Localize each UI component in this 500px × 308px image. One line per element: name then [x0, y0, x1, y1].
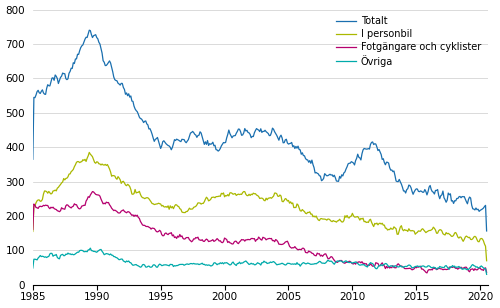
- I personbil: [476, 240, 482, 244]
- I personbil: [366, 218, 372, 222]
- Line: Totalt: Totalt: [33, 30, 486, 231]
- Fotgängare och cyklister: [120, 208, 126, 212]
- Totalt: [476, 209, 482, 213]
- I personbil: [468, 238, 474, 241]
- I personbil: [120, 180, 126, 183]
- Line: Fotgängare och cyklister: Fotgängare och cyklister: [33, 192, 486, 273]
- Totalt: [468, 203, 474, 207]
- Fotgängare och cyklister: [470, 267, 476, 271]
- Fotgängare och cyklister: [484, 270, 490, 274]
- Totalt: [120, 86, 126, 89]
- I personbil: [297, 209, 303, 213]
- Övriga: [88, 246, 94, 250]
- Totalt: [297, 148, 303, 152]
- Fotgängare och cyklister: [424, 271, 430, 275]
- Fotgängare och cyklister: [228, 241, 234, 245]
- Övriga: [476, 266, 482, 270]
- Line: Övriga: Övriga: [33, 248, 486, 274]
- Övriga: [366, 262, 372, 266]
- I personbil: [484, 259, 490, 263]
- Totalt: [30, 157, 36, 161]
- Övriga: [120, 259, 126, 263]
- Legend: Totalt, I personbil, Fotgängare och cyklister, Övriga: Totalt, I personbil, Fotgängare och cykl…: [334, 14, 483, 69]
- Övriga: [484, 273, 490, 276]
- Fotgängare och cyklister: [30, 228, 36, 231]
- Fotgängare och cyklister: [90, 190, 96, 193]
- Fotgängare och cyklister: [297, 248, 303, 251]
- Övriga: [30, 266, 36, 270]
- Fotgängare och cyklister: [366, 263, 372, 267]
- Totalt: [484, 229, 490, 233]
- Totalt: [228, 134, 234, 138]
- Totalt: [86, 28, 92, 32]
- Fotgängare och cyklister: [477, 266, 483, 270]
- Totalt: [366, 147, 372, 151]
- Övriga: [228, 263, 234, 266]
- I personbil: [30, 229, 36, 233]
- Övriga: [297, 264, 303, 268]
- Övriga: [468, 264, 474, 267]
- I personbil: [228, 191, 234, 195]
- Line: I personbil: I personbil: [33, 152, 486, 261]
- I personbil: [86, 151, 92, 154]
